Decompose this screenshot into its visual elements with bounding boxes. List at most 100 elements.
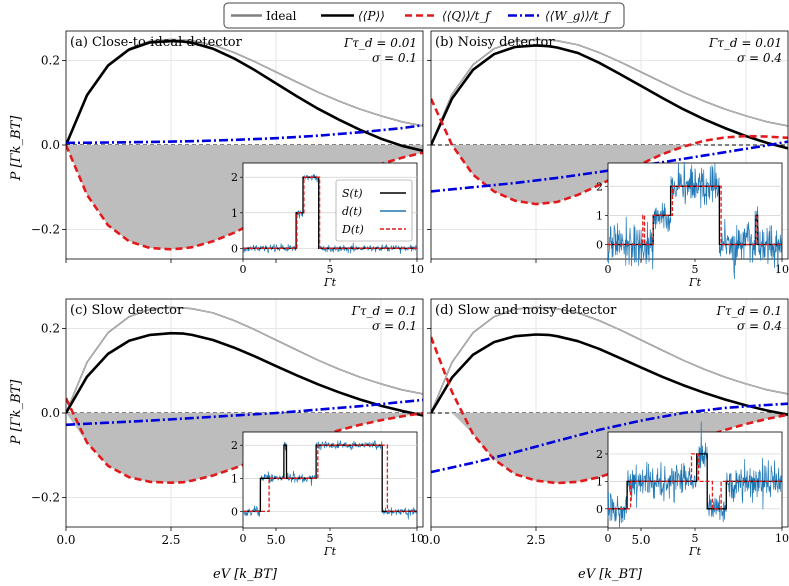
inset-y-tick-label: 2 (596, 180, 603, 193)
inset-signal-D (608, 453, 782, 510)
inset-x-axis-label: Γt (323, 545, 337, 558)
series-line-p (66, 331, 423, 417)
inset-signal-d (607, 161, 783, 280)
inset-y-tick-label: 0 (231, 505, 238, 518)
series-line-p (431, 333, 788, 416)
legend-item-q: ⟨⟨Q⟩⟩/t_f (405, 9, 492, 23)
y-tick-label: 0.0 (41, 406, 60, 420)
series-line-q (66, 397, 423, 485)
panel-c: 0.2 0.0 −0.2 0.0 2.5 5.0 (c) Slow detector Γτ_d… (31, 298, 424, 558)
x-axis-label-left: eV [k_BT] (213, 567, 278, 582)
panel-param-sigma: σ = 0.4 (737, 319, 782, 333)
inset-x-tick-label: 10 (775, 263, 789, 276)
y-tick-label: 0.2 (41, 54, 60, 68)
series-line-wg (66, 123, 423, 145)
x-tick-label: 0.0 (421, 533, 440, 547)
x-tick-label: 0.0 (56, 533, 75, 547)
inset-y-tick-label: 0 (596, 503, 603, 516)
legend: Ideal ⟨⟨P⟩⟩ ⟨⟨Q⟩⟩/t_f ⟨⟨W_g⟩⟩/t_f (223, 2, 625, 29)
inset-y-tick-label: 2 (596, 448, 603, 461)
panel-param-tau: Γτ_d = 0.01 (343, 36, 417, 50)
inset-legend: S(t) d(t) D(t) (335, 179, 413, 242)
inset-x-tick-label: 10 (410, 532, 424, 545)
inset-x-tick-label: 5 (692, 263, 699, 276)
inset-legend-label-D: D(t) (341, 223, 364, 236)
inset-x-tick-label: 5 (327, 263, 334, 276)
inset-signal-D (243, 176, 417, 249)
inset-x-tick-label: 10 (410, 263, 424, 276)
panel-param-sigma: σ = 0.4 (737, 51, 782, 65)
panel-a: 0.2 0.0 −0.2 (a) Close-to-ideal detector Γτ_… (31, 30, 424, 289)
inset-y-tick-label: 1 (231, 472, 238, 485)
inset-signal-D (243, 444, 417, 513)
series-line-ideal-core (431, 307, 788, 414)
panel-title: (c) Slow detector (70, 303, 184, 318)
inset-legend-label-d: d(t) (342, 205, 362, 218)
legend-box (223, 2, 625, 29)
y-tick-label: 0.0 (41, 138, 60, 152)
inset-y-tick-label: 2 (231, 171, 238, 184)
inset-y-tick-label: 1 (596, 209, 603, 222)
inset-y-tick-label: 1 (596, 475, 603, 488)
inset-signal-s (608, 453, 782, 510)
y-axis-label-top: P [Γk_BT] (9, 115, 24, 182)
inset-x-axis-label: Γt (688, 545, 702, 558)
inset-signal-s (243, 176, 417, 249)
panel-title: (a) Close-to-ideal detector (70, 35, 243, 50)
x-tick-label: 2.5 (161, 533, 180, 547)
inset-legend-label-s: S(t) (342, 187, 363, 200)
inset-y-tick-label: 0 (596, 238, 603, 251)
inset-trajectory: 0 1 2 0 5 10 Γt (231, 431, 424, 558)
y-tick-label: −0.2 (31, 222, 60, 236)
series-line-wg (431, 402, 788, 474)
inset-x-tick-label: 0 (605, 263, 612, 276)
series-line-q (431, 336, 788, 485)
x-tick-label: 5.0 (266, 533, 285, 547)
inset-x-axis-label: Γt (688, 276, 702, 289)
inset-trajectory: 0 1 2 0 5 10 Γt (596, 161, 789, 289)
panel-param-sigma: σ = 0.1 (372, 51, 417, 65)
inset-y-tick-label: 1 (231, 207, 238, 220)
panel-param-sigma: σ = 0.1 (372, 319, 417, 333)
series-line-ideal-core (66, 307, 423, 414)
legend-item-p: ⟨⟨P⟩⟩ (321, 9, 385, 23)
legend-label-p: ⟨⟨P⟩⟩ (358, 9, 385, 23)
y-tick-label: −0.2 (31, 490, 60, 504)
inset-legend-box (335, 179, 413, 242)
legend-label-ideal: Ideal (266, 9, 297, 23)
inset-y-tick-label: 0 (231, 242, 238, 255)
inset-x-tick-label: 10 (775, 532, 789, 545)
x-tick-label: 2.5 (526, 533, 545, 547)
panel-title: (b) Noisy detector (435, 35, 555, 50)
panel-param-tau: Γτ_d = 0.01 (708, 36, 782, 50)
x-axis-label-right: eV [k_BT] (578, 567, 643, 582)
panel-d: 0.0 2.5 5.0 (d) Slow and noisy detector Γτ_d… (421, 298, 789, 558)
legend-item-ideal: Ideal (231, 9, 297, 23)
panel-param-tau: Γτ_d = 0.1 (716, 304, 782, 318)
inset-x-tick-label: 5 (327, 532, 334, 545)
x-tick-label: 5.0 (631, 533, 650, 547)
inset-trajectory: 0 1 2 0 5 10 Γt (596, 421, 789, 558)
inset-trajectory: 0 1 2 0 5 10 Γt S(t) d(t) D(t) (231, 162, 424, 289)
legend-label-wg: ⟨⟨W_g⟩⟩/t_f (545, 9, 612, 23)
inset-signal-s (243, 444, 417, 513)
inset-signal-d (607, 421, 783, 529)
legend-item-wg: ⟨⟨W_g⟩⟩/t_f (508, 9, 612, 23)
legend-label-q: ⟨⟨Q⟩⟩/t_f (442, 9, 492, 23)
panel-b: (b) Noisy detector Γτ_d = 0.01σ = 0.40120… (427, 30, 789, 289)
inset-y-tick-label: 2 (231, 439, 238, 452)
series-line-wg (66, 398, 423, 427)
series-line-p (431, 44, 788, 150)
inset-x-axis-label: Γt (323, 276, 337, 289)
series-line-p (66, 39, 423, 153)
inset-x-tick-label: 0 (240, 263, 247, 276)
y-tick-label: 0.2 (41, 322, 60, 336)
inset-x-tick-label: 5 (692, 532, 699, 545)
inset-x-tick-label: 0 (605, 532, 612, 545)
panel-title: (d) Slow and noisy detector (435, 303, 617, 318)
y-axis-label-bottom: P [Γk_BT] (9, 379, 24, 446)
series-line-ideal-core (431, 39, 788, 146)
panel-param-tau: Γτ_d = 0.1 (351, 304, 417, 318)
inset-x-tick-label: 0 (240, 532, 247, 545)
